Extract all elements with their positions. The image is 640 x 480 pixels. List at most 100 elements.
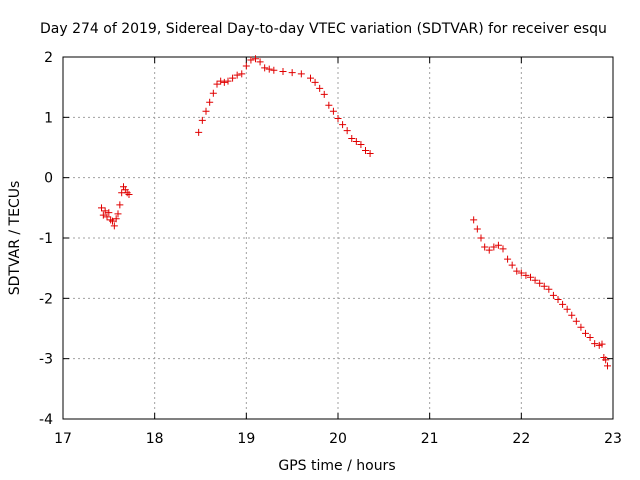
data-point <box>261 64 269 72</box>
data-point <box>238 70 246 78</box>
data-point <box>99 211 107 219</box>
data-point <box>499 245 507 253</box>
data-point <box>572 317 580 325</box>
data-point <box>563 305 571 313</box>
data-point <box>101 207 109 215</box>
data-point <box>213 80 221 88</box>
grid <box>63 57 613 419</box>
data-point <box>279 67 287 75</box>
data-point <box>116 201 124 209</box>
y-tick-label: 0 <box>44 171 53 187</box>
data-point <box>577 323 585 331</box>
x-tick-label: 21 <box>421 431 439 447</box>
data-point <box>252 55 259 63</box>
data-point <box>334 115 342 123</box>
y-tick-label: -4 <box>39 412 53 428</box>
data-point <box>217 77 225 85</box>
data-point <box>125 191 133 199</box>
data-point <box>329 107 337 115</box>
data-point <box>559 300 567 308</box>
data-point <box>247 56 255 64</box>
data-points <box>98 55 611 370</box>
y-tick-label: -3 <box>39 352 53 368</box>
data-point <box>109 217 116 225</box>
data-point <box>362 147 369 155</box>
data-point <box>531 276 539 284</box>
data-point <box>504 255 512 263</box>
data-point <box>242 62 250 70</box>
data-point <box>120 183 127 191</box>
data-point <box>473 225 481 233</box>
data-point <box>288 69 296 77</box>
data-point <box>311 78 319 86</box>
data-point <box>508 261 516 269</box>
x-axis-label: GPS time / hours <box>278 458 395 474</box>
data-point <box>517 269 525 277</box>
data-point <box>591 340 599 348</box>
data-point <box>297 70 305 78</box>
data-point <box>112 215 120 223</box>
data-point <box>103 213 111 221</box>
data-point <box>366 150 374 158</box>
data-point <box>494 241 502 249</box>
data-point <box>485 246 493 254</box>
data-point <box>527 273 534 281</box>
x-tick-label: 17 <box>54 431 72 447</box>
data-point <box>224 77 232 85</box>
data-point <box>105 209 113 217</box>
data-point <box>513 267 521 275</box>
data-point <box>307 74 314 82</box>
data-point <box>343 127 351 135</box>
data-point <box>320 90 328 98</box>
data-point <box>545 285 553 293</box>
data-point <box>195 128 203 136</box>
y-tick-label: -1 <box>39 231 53 247</box>
data-point <box>209 89 217 97</box>
series-arc-2 <box>195 55 374 158</box>
data-point <box>357 140 365 148</box>
series-arc-3 <box>470 216 611 370</box>
data-point <box>477 234 485 242</box>
data-point <box>568 311 576 319</box>
y-tick-label: 1 <box>44 110 53 126</box>
x-tick-label: 20 <box>329 431 347 447</box>
y-tick-label: -2 <box>39 291 53 307</box>
data-point <box>206 98 214 106</box>
data-point <box>540 282 548 290</box>
data-point <box>598 340 606 348</box>
data-point <box>582 329 589 337</box>
data-point <box>202 107 210 115</box>
chart-title: Day 274 of 2019, Sidereal Day-to-day VTE… <box>40 21 607 37</box>
data-point <box>490 243 498 251</box>
x-tick-labels: 17 18 19 20 21 22 23 <box>54 431 622 447</box>
data-point <box>233 71 241 79</box>
data-point <box>316 84 324 92</box>
data-point <box>586 334 594 342</box>
y-tick-labels: -4 -3 -2 -1 0 1 2 <box>39 50 53 428</box>
data-point <box>220 78 228 86</box>
data-point <box>121 186 129 194</box>
axis-ticks <box>62 56 614 420</box>
data-point <box>339 121 347 129</box>
x-tick-label: 18 <box>146 431 164 447</box>
series-arc-1 <box>98 183 133 230</box>
data-point <box>481 243 489 251</box>
data-point <box>270 66 278 74</box>
data-point <box>602 356 610 364</box>
data-point <box>256 58 264 66</box>
data-point <box>604 362 611 370</box>
data-point <box>110 222 118 230</box>
x-tick-label: 22 <box>512 431 530 447</box>
data-point <box>229 74 237 82</box>
y-axis-label: SDTVAR / TECUs <box>7 181 23 296</box>
data-point <box>348 134 356 142</box>
data-point <box>352 137 360 145</box>
data-point <box>107 216 115 224</box>
data-point <box>114 210 122 218</box>
data-point <box>522 271 530 279</box>
data-point <box>325 101 333 109</box>
data-point <box>470 216 478 224</box>
data-point <box>98 204 105 212</box>
y-tick-label: 2 <box>44 50 53 66</box>
